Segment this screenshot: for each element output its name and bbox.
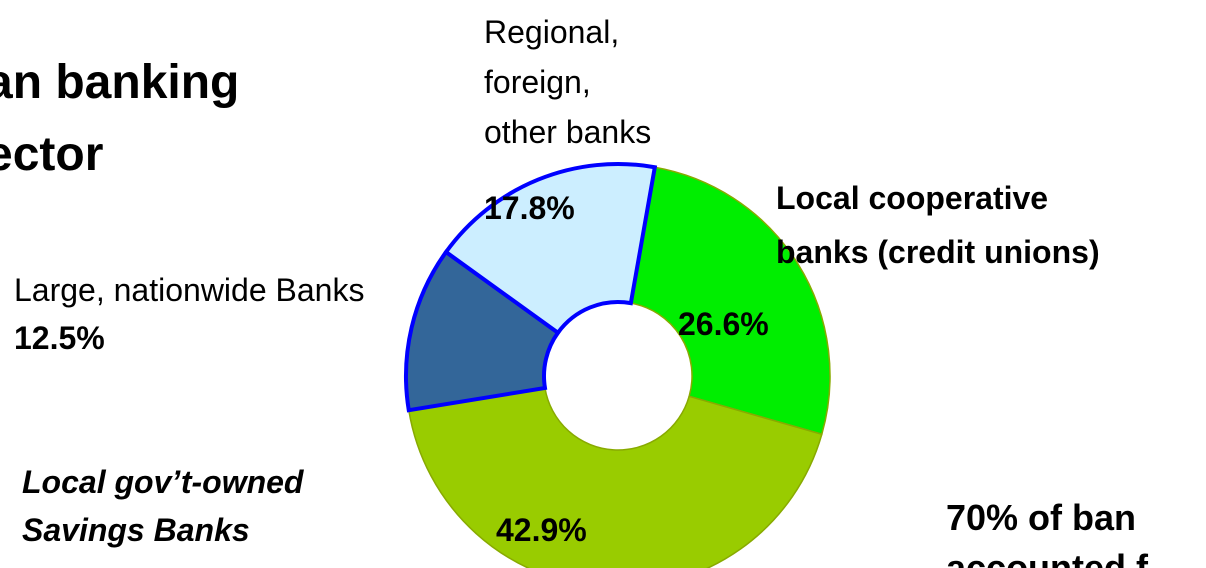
label-nationwide: Large, nationwide Banks: [14, 272, 365, 308]
label-savings-line-1: Local gov’t-owned: [22, 464, 304, 500]
slice-cooperative: [629, 166, 831, 436]
value-label-regional: 17.8%: [484, 190, 575, 226]
slice-regional: [443, 162, 658, 336]
slide-title-line-2: ector: [0, 128, 104, 181]
slide-title-line-1: an banking: [0, 56, 240, 109]
note-line-1: 70% of ban: [946, 497, 1137, 538]
label-cooperative-line-1: Local cooperative: [776, 180, 1049, 216]
note-line-2: accounted f: [946, 547, 1149, 568]
value-label-cooperative: 26.6%: [678, 306, 769, 342]
label-regional-line-3: other banks: [484, 114, 652, 150]
slice-savings: [407, 387, 823, 568]
slice-nationwide: [404, 249, 561, 413]
label-regional-line-1: Regional,: [484, 14, 620, 50]
value-label-nationwide: 12.5%: [14, 320, 105, 356]
label-regional-line-2: foreign,: [484, 64, 591, 100]
label-savings-line-2: Savings Banks: [22, 512, 250, 548]
value-label-savings: 42.9%: [496, 512, 587, 548]
label-cooperative-line-2: banks (credit unions): [776, 234, 1100, 270]
